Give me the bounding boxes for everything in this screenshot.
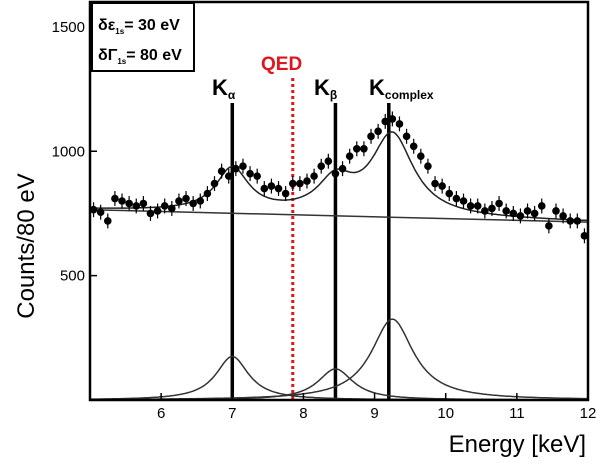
data-point (317, 162, 326, 170)
data-point (281, 189, 290, 198)
data-point (203, 189, 212, 198)
data-point (111, 194, 119, 203)
y-tick-label: 1500 (52, 19, 85, 36)
data-point (395, 120, 404, 128)
data-point (388, 115, 397, 123)
data-point (288, 179, 297, 188)
data-point (175, 197, 183, 205)
data-point (452, 194, 461, 203)
peak-component-curve-1 (89, 355, 588, 401)
x-tick-label: 11 (509, 405, 525, 422)
data-point (324, 157, 333, 165)
data-point (488, 204, 496, 213)
data-point (338, 164, 347, 173)
data-point (409, 142, 418, 151)
data-point (260, 184, 269, 193)
data-point (89, 205, 98, 214)
data-point (267, 182, 276, 190)
data-point (345, 152, 354, 161)
data-point (303, 177, 311, 185)
data-point (402, 132, 411, 141)
data-point (168, 204, 176, 213)
data-point (352, 144, 361, 153)
data-point (566, 217, 575, 225)
qed-label: QED (261, 54, 302, 75)
data-point (445, 189, 454, 198)
k-beta-label: Kβ (314, 75, 337, 102)
data-point (310, 172, 318, 180)
parameter-box (91, 2, 195, 72)
data-points (89, 111, 589, 244)
delta-gamma-label: δΓ1s= 80 eV (98, 47, 182, 66)
data-point (580, 232, 589, 240)
data-point (438, 182, 446, 190)
data-point (360, 144, 368, 153)
x-tick-label: 12 (580, 405, 596, 422)
data-point (545, 222, 553, 230)
data-point (473, 202, 482, 210)
data-point (459, 197, 468, 205)
axis-ticks: 6 7 8 9 10 11 12 500 1000 1500 (52, 19, 596, 422)
x-tick-label: 6 (157, 405, 165, 422)
data-point (331, 169, 340, 178)
data-point (537, 202, 546, 210)
delta-epsilon-label: δε1s= 30 eV (98, 17, 180, 36)
peak-marker-lines (230, 78, 391, 400)
data-point (196, 197, 205, 205)
data-point (466, 202, 475, 210)
data-point (118, 197, 126, 205)
data-point (153, 207, 162, 215)
x-tick-label: 8 (299, 405, 307, 422)
k-alpha-label: Kα (212, 75, 236, 102)
x-axis-title: Energy [keV] (449, 431, 586, 458)
peak-component-curve-3 (90, 318, 588, 401)
x-tick-label: 9 (370, 405, 378, 422)
y-tick-label: 500 (60, 268, 85, 285)
data-point (232, 164, 240, 173)
data-point (210, 179, 219, 188)
data-point (367, 132, 375, 141)
data-point (559, 212, 567, 220)
data-point (502, 207, 510, 215)
k-complex-label: Kcomplex (369, 75, 434, 102)
data-point (509, 209, 518, 218)
data-point (103, 217, 112, 225)
data-point (424, 162, 432, 170)
data-point (160, 202, 169, 210)
data-point (573, 217, 582, 225)
data-point (374, 127, 382, 136)
data-point (417, 152, 425, 161)
data-point (217, 167, 226, 175)
data-point (96, 208, 105, 216)
data-point (189, 199, 197, 208)
x-tick-label: 7 (228, 405, 236, 422)
plot-frame (88, 0, 590, 402)
data-point (381, 117, 390, 126)
data-point (495, 199, 503, 208)
data-point (253, 172, 261, 180)
data-point (274, 184, 283, 193)
y-tick-label: 1000 (52, 143, 85, 160)
data-point (530, 209, 539, 218)
data-point (132, 202, 141, 210)
data-point (146, 209, 155, 218)
data-point (552, 207, 560, 215)
data-point (139, 199, 148, 208)
data-point (239, 162, 247, 170)
data-point (296, 179, 304, 188)
fit-curves (89, 131, 589, 401)
data-point (182, 194, 190, 203)
data-point (516, 212, 525, 220)
data-point (481, 207, 489, 215)
data-point (246, 169, 254, 178)
data-point (224, 172, 233, 180)
data-point (523, 207, 532, 215)
x-tick-label: 10 (437, 405, 454, 422)
data-point (431, 179, 439, 188)
data-point (125, 199, 133, 208)
y-axis-title: Counts/80 eV (13, 173, 40, 318)
